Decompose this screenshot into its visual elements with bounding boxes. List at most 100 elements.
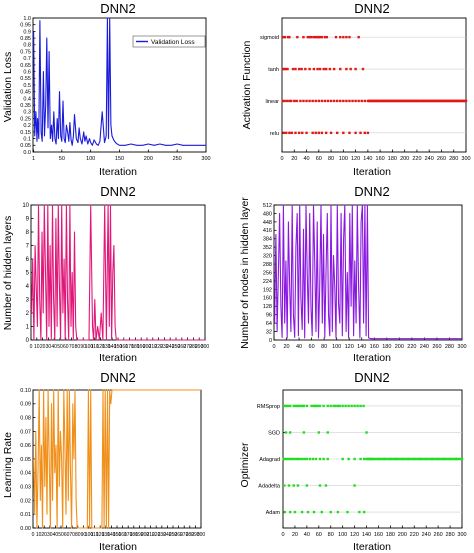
data-point — [334, 35, 338, 39]
data-point — [363, 99, 366, 103]
y-tick-label: 0.00 — [20, 526, 31, 532]
x-tick-label: 280 — [186, 532, 195, 538]
y-tick-label: 9 — [26, 217, 30, 223]
data-point — [302, 99, 305, 103]
data-point — [329, 510, 332, 514]
x-tick-label: 0 — [272, 344, 275, 350]
x-tick-label: 300 — [197, 532, 206, 538]
data-point — [300, 67, 303, 71]
data-point — [357, 35, 360, 39]
x-tick-label: 150 — [114, 344, 123, 350]
data-point — [318, 404, 322, 408]
y-tick-label: RMSprop — [257, 404, 280, 410]
x-tick-label: 200 — [400, 156, 409, 162]
x-tick-label: 50 — [57, 344, 63, 350]
data-point — [300, 510, 304, 514]
x-tick-label: 80 — [75, 344, 81, 350]
data-point — [305, 99, 308, 103]
x-tick-label: 200 — [141, 532, 150, 538]
x-tick-label: 40 — [296, 344, 302, 350]
data-point — [310, 35, 313, 39]
data-point — [281, 99, 284, 103]
x-tick-label: 280 — [449, 156, 458, 162]
data-point — [356, 404, 359, 408]
data-point — [318, 484, 322, 487]
y-tick-label: 1.0 — [23, 16, 31, 22]
x-tick-label: 180 — [130, 532, 139, 538]
data-point — [308, 67, 311, 71]
x-tick-label: 100 — [338, 532, 347, 538]
x-tick-label: 220 — [412, 156, 421, 162]
y-tick-label: 448 — [263, 220, 272, 226]
data-point — [336, 510, 340, 514]
data-point — [312, 510, 316, 514]
data-point — [305, 131, 308, 135]
data-point — [288, 404, 292, 408]
data-point — [297, 67, 301, 71]
data-point — [283, 35, 287, 39]
data-point — [310, 404, 313, 408]
y-axis-label: Number of hidden layers — [2, 216, 14, 330]
data-point — [318, 35, 322, 39]
panel-title: DNN2 — [354, 370, 389, 385]
data-point — [282, 484, 286, 487]
x-tick-label: 160 — [376, 156, 385, 162]
y-tick-label: 256 — [263, 270, 272, 276]
y-tick-label: 0.8 — [23, 43, 31, 49]
y-tick-label: 352 — [263, 245, 272, 251]
x-tick-label: 50 — [59, 156, 65, 162]
panel-learning-rate: DNN2 0 10 20 30 40 50 60 70 80 901001101201301401… — [2, 370, 205, 553]
nodes-plot: 0 20 40 60 80 100 120 140 160 180 200 220 240 260 280 3… — [263, 203, 467, 350]
y-tick-label: 0.0 — [23, 150, 31, 156]
hidden-layers-plot: 0 10 20 30 40 50 60 70 80 90100110120130140150160… — [22, 203, 209, 350]
x-tick-label: 110 — [91, 532, 99, 538]
x-tick-label: 220 — [410, 532, 419, 538]
data-point — [325, 35, 328, 39]
y-tick-label: 96 — [266, 313, 272, 319]
x-tick-label: 100 — [339, 156, 348, 162]
x-tick-label: 160 — [370, 344, 379, 350]
data-point — [314, 457, 318, 461]
data-point — [324, 484, 328, 487]
x-tick-label: 280 — [189, 344, 198, 350]
legend-label: Validation Loss — [151, 39, 195, 46]
data-point — [296, 484, 300, 487]
data-point — [351, 99, 354, 103]
x-tick-label: 100 — [332, 344, 341, 350]
x-tick-label: 100 — [85, 532, 94, 538]
data-point — [342, 35, 345, 39]
y-tick-label: 0.15 — [20, 130, 31, 136]
data-point — [286, 35, 290, 39]
data-point — [339, 99, 342, 103]
x-tick-label: 260 — [437, 156, 446, 162]
x-tick-label: 230 — [160, 344, 169, 350]
data-point — [334, 404, 337, 408]
x-tick-label: 220 — [407, 344, 416, 350]
y-tick-label: Adam — [266, 510, 281, 516]
x-tick-label: 140 — [363, 156, 372, 162]
x-tick-label: 300 — [457, 532, 466, 538]
x-tick-label: 230 — [158, 532, 167, 538]
data-point — [316, 67, 319, 71]
data-point — [286, 67, 289, 71]
panel-validation-loss: DNN2 1 50 100 150 200 250 3000.00.050.10.150.2… — [2, 1, 211, 178]
data-point — [357, 99, 360, 103]
x-axis-label: Iteration — [353, 352, 391, 364]
x-tick-label: 200 — [144, 156, 153, 162]
data-point — [359, 457, 362, 461]
y-tick-label: 0.6 — [23, 70, 31, 76]
data-point — [287, 457, 290, 461]
data-point — [288, 457, 292, 461]
data-point — [322, 457, 325, 461]
y-tick-label: 1 — [26, 325, 30, 331]
data-point — [302, 404, 306, 408]
x-tick-label: 300 — [201, 156, 210, 162]
data-point — [320, 131, 324, 135]
x-tick-label: 260 — [434, 532, 443, 538]
y-tick-label: 64 — [266, 321, 272, 327]
y-axis-label: Learning Rate — [2, 432, 14, 498]
data-point — [342, 131, 345, 135]
x-tick-label: 250 — [173, 156, 182, 162]
x-tick-label: 160 — [118, 532, 127, 538]
